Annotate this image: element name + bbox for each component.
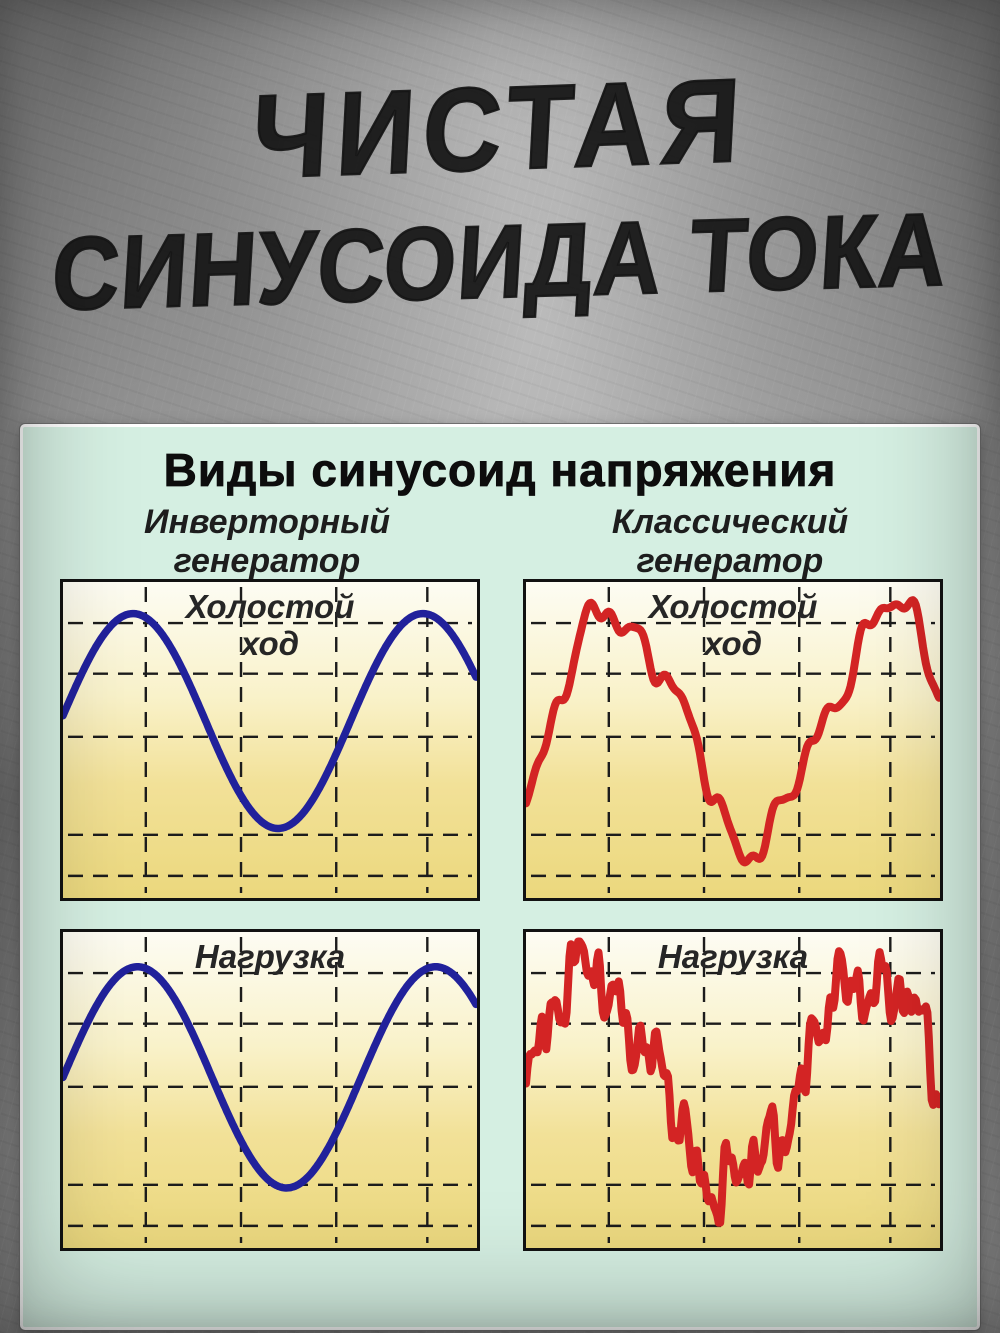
chart-label-load: Нагрузка bbox=[63, 938, 477, 976]
chart-label-idle: Холостой ход bbox=[63, 588, 477, 663]
chart-label-line: Холостой bbox=[185, 588, 355, 625]
column-header-inverter: Инверторный генератор bbox=[60, 503, 474, 581]
chart-label-load: Нагрузка bbox=[526, 938, 940, 976]
chart-classic-load: Нагрузка bbox=[523, 929, 943, 1251]
chart-inverter-idle: Холостой ход bbox=[60, 579, 480, 901]
chart-label-line: Нагрузка bbox=[657, 938, 809, 975]
waveform-classic-idle bbox=[526, 587, 940, 893]
waveform-classic-load bbox=[526, 937, 940, 1243]
chart-label-line: Холостой bbox=[648, 588, 818, 625]
chart-label-line: Нагрузка bbox=[194, 938, 346, 975]
column-header-line: Инверторный bbox=[143, 503, 391, 541]
panel-title: Виды синусоид напряжения bbox=[163, 444, 837, 497]
waveform-inverter-idle bbox=[63, 587, 477, 893]
poster-title-line2: СИНУСОИДА ТОКА bbox=[48, 190, 952, 333]
chart-label-idle: Холостой ход bbox=[526, 588, 940, 663]
chart-classic-idle: Холостой ход bbox=[523, 579, 943, 901]
waveform-inverter-load bbox=[63, 937, 477, 1243]
column-header-line: генератор bbox=[636, 542, 824, 581]
chart-label-line: ход bbox=[240, 624, 300, 662]
column-header-classic: Классический генератор bbox=[523, 503, 937, 581]
diagram-panel: Виды синусоид напряжения Инверторный ген… bbox=[20, 424, 980, 1330]
poster-title-line1: ЧИСТАЯ bbox=[248, 53, 753, 205]
poster-title: ЧИСТАЯ СИНУСОИДА ТОКА bbox=[0, 53, 1000, 333]
chart-inverter-load: Нагрузка bbox=[60, 929, 480, 1251]
column-header-line: Классический bbox=[611, 503, 849, 541]
column-header-line: генератор bbox=[173, 542, 361, 581]
chart-label-line: ход bbox=[703, 624, 763, 662]
